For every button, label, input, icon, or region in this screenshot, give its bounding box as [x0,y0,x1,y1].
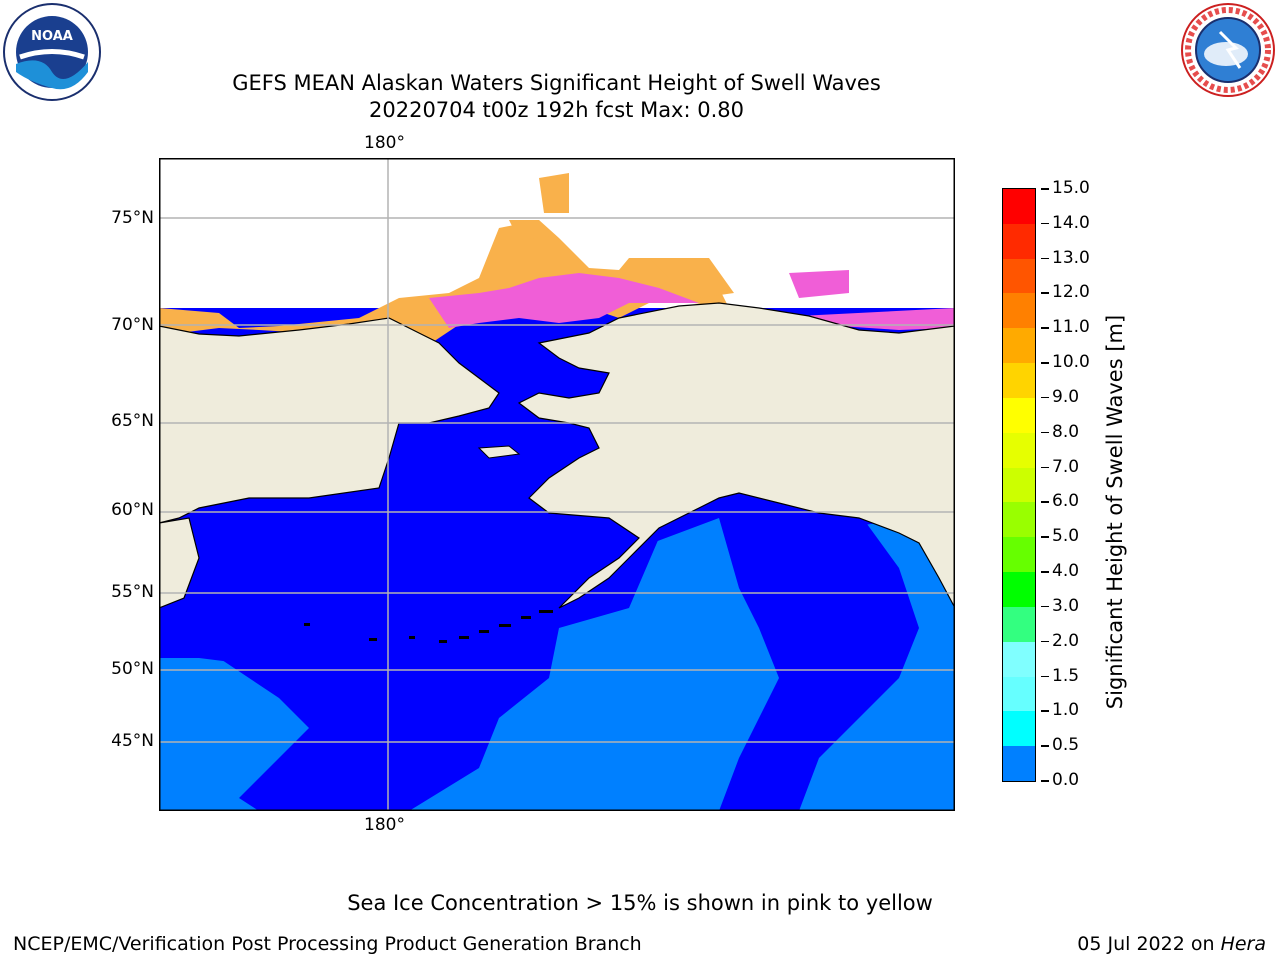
colorbar-tick-label: 0.0 [1052,770,1080,790]
lat-label-70: 70°N [111,315,154,335]
colorbar-tick-mark [1041,605,1049,608]
lat-label-45: 45°N [111,731,154,751]
gridlines [159,158,955,811]
sea-ice-orange-north [539,173,569,213]
colorbar-tick-mark [1041,188,1049,190]
colorbar-tick-label: 13.0 [1052,247,1090,268]
colorbar-tick-label: 9.0 [1052,386,1080,407]
colorbar-band [1003,328,1035,364]
colorbar-tick-label: 10.0 [1052,352,1090,373]
footer-date-text: 05 Jul 2022 on [1077,933,1221,955]
colorbar-tick-label: 7.0 [1052,456,1080,477]
colorbar-tick-label: 5.0 [1052,526,1080,547]
sea-ice-orange-3 [649,258,734,298]
footer-machine: Hera [1220,933,1266,955]
chart-title: GEFS MEAN Alaskan Waters Significant Hei… [232,71,881,95]
colorbar-band [1003,293,1035,329]
lon-label-bottom: 180° [364,815,405,835]
lat-label-50: 50°N [111,659,154,679]
colorbar-band [1003,676,1035,712]
nws-logo [1180,2,1276,98]
map-panel [158,158,956,811]
colorbar-tick-mark [1041,362,1049,364]
lon-label-top: 180° [364,133,405,153]
colorbar-tick-mark [1041,396,1049,399]
colorbar-tick-mark [1041,431,1049,434]
aleutian-islands [304,610,553,643]
swell-low-region-east [719,498,919,811]
colorbar-band [1003,711,1035,747]
lat-label-75: 75°N [111,208,154,228]
colorbar-tick-mark [1041,466,1049,469]
land-siberia [158,317,500,524]
sea-ice-orange-2 [509,220,549,240]
colorbar-tick-label: 6.0 [1052,491,1080,512]
colorbar-tick-mark [1041,257,1049,260]
colorbar-band [1003,189,1035,225]
colorbar-tick-label: 8.0 [1052,421,1080,442]
colorbar-tick-label: 0.5 [1052,735,1080,756]
sea-ice-note: Sea Ice Concentration > 15% is shown in … [347,891,933,915]
lat-label-60: 60°N [111,500,154,520]
colorbar-band [1003,432,1035,469]
colorbar-tick-label: 1.0 [1052,700,1080,721]
colorbar-band [1003,223,1035,260]
land-alaska [517,302,956,609]
colorbar-tick-mark [1041,571,1049,573]
colorbar-tick-label: 12.0 [1052,282,1090,303]
colorbar-band [1003,502,1035,538]
colorbar-tick-label: 14.0 [1052,212,1090,233]
colorbar-tick-mark [1041,501,1049,503]
colorbar-tick-mark [1041,745,1049,747]
colorbar-band [1003,641,1035,678]
colorbar-tick-label: 1.5 [1052,665,1080,686]
chart-subtitle: 20220704 t00z 192h fcst Max: 0.80 [369,98,744,122]
footer-credit: NCEP/EMC/Verification Post Processing Pr… [13,933,642,955]
colorbar-band [1003,537,1035,573]
sea-ice-pink [429,273,699,328]
sea-ice-pink-east2 [789,270,849,298]
map-svg [158,158,956,811]
lat-label-55: 55°N [111,582,154,602]
colorbar-tick-label: 2.0 [1052,630,1080,651]
colorbar-band [1003,397,1035,434]
colorbar-tick-mark [1041,292,1049,294]
colorbar-tick-mark [1041,640,1049,643]
noaa-logo: NOAA [2,2,102,102]
colorbar [1002,188,1036,782]
land-st-lawrence-island [477,445,521,459]
colorbar-tick-label: 11.0 [1052,317,1090,338]
colorbar-tick-mark [1041,675,1049,678]
colorbar-band [1003,363,1035,399]
colorbar-band [1003,746,1035,782]
colorbar-band [1003,606,1035,643]
colorbar-tick-mark [1041,327,1049,329]
colorbar-tick-label: 15.0 [1052,178,1090,198]
colorbar-band [1003,258,1035,294]
noaa-logo-text: NOAA [31,29,73,44]
lat-label-65: 65°N [111,411,154,431]
colorbar-band [1003,467,1035,503]
colorbar-tick-label: 4.0 [1052,561,1080,582]
footer-date: 05 Jul 2022 on Hera [1077,933,1266,955]
map-frame [159,158,955,811]
colorbar-title: Significant Height of Swell Waves [m] [1103,314,1127,710]
colorbar-tick-label: 3.0 [1052,595,1080,616]
colorbar-tick-mark [1041,710,1049,712]
colorbar-tick-mark [1041,780,1049,782]
colorbar-band [1003,572,1035,608]
colorbar-tick-mark [1041,536,1049,538]
colorbar-tick-mark [1041,222,1049,225]
